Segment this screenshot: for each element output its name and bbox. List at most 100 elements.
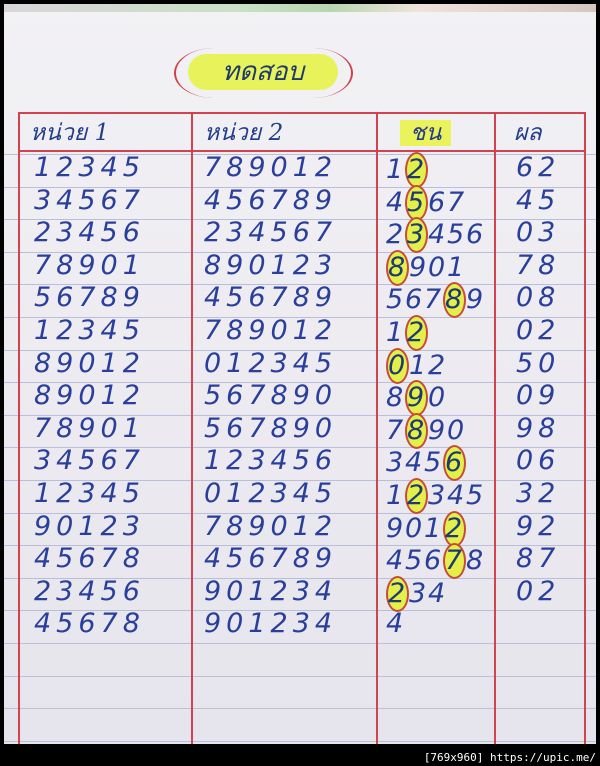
circled-digit: 8 bbox=[443, 282, 466, 319]
unit-2-cell: 456789 bbox=[204, 184, 338, 216]
digit: 2 bbox=[428, 349, 448, 381]
table-row: 12345 012345 12345 32 bbox=[4, 478, 596, 514]
unit-2-cell: 567890 bbox=[204, 380, 338, 412]
digit: 7 bbox=[447, 186, 467, 218]
unit-1-cell: 45678 bbox=[34, 608, 145, 640]
digit: 5 bbox=[405, 545, 425, 577]
unit-1-cell: 90123 bbox=[34, 510, 145, 542]
table-top-line bbox=[18, 112, 586, 114]
table-row: 89012 012345 012 50 bbox=[4, 347, 596, 384]
result-cell: 62 bbox=[516, 152, 561, 183]
digit: 2 bbox=[386, 219, 406, 251]
unit-2-cell: 456789 bbox=[204, 282, 338, 314]
ruled-line bbox=[4, 512, 596, 514]
hit-cell: 3456 bbox=[386, 445, 466, 482]
digit: 0 bbox=[428, 251, 448, 283]
digit: 7 bbox=[424, 284, 444, 316]
digit: 8 bbox=[466, 545, 486, 577]
digit: 1 bbox=[386, 480, 406, 511]
ruled-line bbox=[4, 480, 596, 481]
digit: 4 bbox=[428, 577, 448, 609]
hit-cell: 234 bbox=[386, 575, 448, 612]
ruled-line bbox=[4, 382, 596, 384]
digit: 5 bbox=[386, 284, 406, 316]
hit-cell: 45678 bbox=[386, 543, 486, 580]
unit-2-cell: 789012 bbox=[204, 152, 338, 183]
notebook-page: ทดสอบ หน่วย 1 หน่วย 2 ชน ผล 12345 789012 1… bbox=[4, 4, 596, 744]
digit: 4 bbox=[386, 186, 406, 218]
table-row: 90123 789012 9012 92 bbox=[4, 510, 596, 547]
background-strip bbox=[4, 4, 596, 12]
title-bracket: ทดสอบ bbox=[174, 48, 353, 98]
ruled-line bbox=[4, 349, 596, 351]
circled-digit: 0 bbox=[386, 347, 409, 384]
table-row: 45678 901234 4 bbox=[4, 608, 596, 640]
unit-2-cell: 901234 bbox=[204, 575, 338, 607]
header-unit-1: หน่วย 1 bbox=[30, 120, 110, 146]
digit: 1 bbox=[409, 349, 429, 381]
hit-cell: 012 bbox=[386, 347, 448, 384]
digit: 1 bbox=[386, 154, 406, 185]
column-divider bbox=[191, 112, 193, 744]
hit-cell: 890 bbox=[386, 380, 448, 417]
header-hit: ชน bbox=[400, 120, 452, 146]
digit: 8 bbox=[386, 382, 406, 414]
circled-digit: 2 bbox=[405, 478, 428, 514]
unit-1-cell: 78901 bbox=[34, 249, 145, 281]
table-row: 78901 890123 8901 78 bbox=[4, 249, 596, 286]
hit-cell: 12 bbox=[386, 315, 428, 351]
unit-2-cell: 123456 bbox=[204, 445, 338, 477]
digit: 4 bbox=[386, 545, 406, 577]
result-cell: 02 bbox=[516, 315, 561, 346]
circled-digit: 9 bbox=[405, 380, 428, 417]
unit-2-cell: 456789 bbox=[204, 543, 338, 575]
result-cell: 09 bbox=[516, 380, 561, 412]
digit: 1 bbox=[447, 251, 467, 283]
unit-1-cell: 23456 bbox=[34, 575, 145, 607]
header-result: ผล bbox=[514, 120, 542, 146]
unit-1-cell: 89012 bbox=[34, 347, 145, 379]
result-cell: 87 bbox=[516, 543, 561, 575]
unit-2-cell: 234567 bbox=[204, 217, 338, 249]
result-cell: 02 bbox=[516, 575, 561, 607]
table-row: 12345 789012 12 02 bbox=[4, 315, 596, 351]
header-bottom-line bbox=[18, 150, 586, 152]
result-cell: 32 bbox=[516, 478, 561, 509]
digit: 1 bbox=[424, 512, 444, 544]
digit: 6 bbox=[428, 186, 448, 218]
ruled-line bbox=[4, 414, 596, 416]
result-cell: 03 bbox=[516, 217, 561, 249]
result-cell: 92 bbox=[516, 510, 561, 542]
digit: 4 bbox=[428, 219, 448, 251]
watermark: [769x960] https://upic.me/ bbox=[423, 751, 596, 764]
circled-digit: 2 bbox=[386, 575, 409, 612]
unit-2-cell: 012345 bbox=[204, 478, 338, 509]
unit-2-cell: 789012 bbox=[204, 315, 338, 346]
hit-cell: 7890 bbox=[386, 412, 467, 449]
digit: 5 bbox=[447, 219, 467, 251]
ruled-line bbox=[4, 219, 596, 221]
page-title: ทดสอบ bbox=[188, 54, 338, 90]
digit: 0 bbox=[428, 382, 448, 414]
ruled-line bbox=[4, 251, 596, 253]
digit: 0 bbox=[447, 414, 467, 446]
ruled-line bbox=[4, 186, 596, 188]
hit-cell: 9012 bbox=[386, 510, 466, 547]
unit-2-cell: 890123 bbox=[204, 249, 338, 281]
unit-1-cell: 56789 bbox=[34, 282, 145, 314]
digit: 9 bbox=[428, 414, 448, 446]
unit-1-cell: 12345 bbox=[34, 152, 145, 183]
result-cell: 50 bbox=[516, 347, 561, 379]
column-divider bbox=[494, 112, 496, 744]
digit: 9 bbox=[386, 512, 406, 544]
unit-1-cell: 12345 bbox=[34, 315, 145, 346]
circled-digit: 2 bbox=[443, 510, 466, 547]
digit: 7 bbox=[386, 414, 406, 446]
unit-2-cell: 012345 bbox=[204, 347, 338, 379]
digit: 6 bbox=[466, 219, 486, 251]
ruled-line bbox=[4, 675, 596, 677]
table-row: 34567 456789 4567 45 bbox=[4, 184, 596, 221]
circled-digit: 8 bbox=[386, 249, 409, 286]
column-divider bbox=[18, 112, 20, 744]
digit: 5 bbox=[424, 447, 444, 479]
